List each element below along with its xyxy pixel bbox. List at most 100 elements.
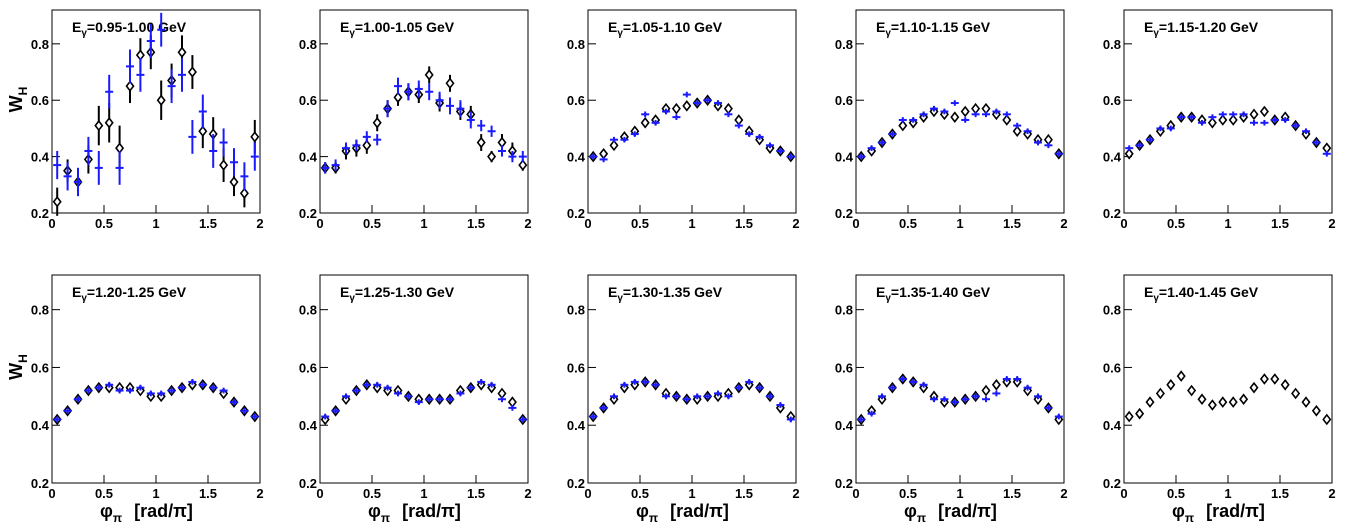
x-tick-label: 2 <box>256 486 263 501</box>
y-axis-label: WH <box>6 87 30 113</box>
y-tick-label: 0.2 <box>31 206 49 221</box>
point <box>372 116 382 129</box>
title-subscript: γ <box>617 28 623 39</box>
point <box>682 100 692 112</box>
x-tick-label: 0 <box>316 216 323 231</box>
xlabel-symbol: φ <box>368 501 381 521</box>
point <box>1135 407 1145 420</box>
xlabel-subscript: π <box>113 511 122 525</box>
xlabel-symbol: φ <box>636 501 649 521</box>
x-tick-label: 1 <box>152 216 159 231</box>
panel: 0.2 0.4 0.6 0.8 0 0.5 1 1.5 2 Eγ=1.30-1.35 GeV φπ [… <box>567 274 800 525</box>
panel: 0.20.40.60.80 0.5 1 1.5 2Eγ=1.20-1.25 GeVWHφ… <box>6 274 264 525</box>
plot-frame <box>1123 9 1333 214</box>
x-tick-label: 1 <box>956 486 963 501</box>
panel-title: Eγ=1.00-1.05 GeV <box>340 19 455 39</box>
point <box>1012 125 1022 138</box>
xlabel-symbol: φ <box>1172 501 1185 521</box>
point <box>156 94 166 107</box>
point <box>125 80 135 92</box>
x-tick-label: 2 <box>1060 216 1067 231</box>
plot-frame <box>319 274 529 484</box>
ylabel-symbol: W <box>6 363 26 380</box>
y-tick-label: 0.4 <box>1103 150 1122 165</box>
y-tick-label: 0.2 <box>567 476 585 491</box>
x-tick-label: 2 <box>1328 216 1335 231</box>
plot-frame <box>587 9 797 214</box>
xlabel-subscript: π <box>649 511 658 525</box>
point <box>445 77 455 90</box>
x-tick-label: 1 <box>152 486 159 501</box>
panel: 0.2 0.4 0.6 0.8 0 0.5 1 1.5 2 Eγ=1.15-1.20 GeV <box>1103 9 1336 231</box>
x-tick-label: 2 <box>1060 486 1067 501</box>
point <box>1218 396 1228 408</box>
ylabel-symbol: W <box>6 95 26 112</box>
y-tick-label: 0.6 <box>1103 360 1121 375</box>
title-symbol: E <box>72 19 81 35</box>
x-tick-label: 1 <box>688 486 695 501</box>
y-tick-label: 0.8 <box>567 303 585 318</box>
point <box>476 136 486 149</box>
title-range: =1.35-1.40 GeV <box>891 284 991 300</box>
plot-frame <box>855 9 1065 214</box>
x-tick-label: 0.5 <box>631 486 649 501</box>
x-tick-label: 1.5 <box>199 486 217 501</box>
xlabel-symbol: φ <box>904 501 917 521</box>
x-tick-label: 0.5 <box>95 486 113 501</box>
x-tick-label: 1.5 <box>1003 216 1021 231</box>
point <box>1301 396 1311 408</box>
title-range: =1.05-1.10 GeV <box>623 19 723 35</box>
y-tick-label: 0.8 <box>31 303 49 318</box>
point <box>239 187 249 200</box>
point <box>1259 105 1269 118</box>
panel: 0.2 0.4 0.6 0.8 0 0.5 1 1.5 2 Eγ=1.40-1.45 GeV φπ [… <box>1103 274 1336 525</box>
x-tick-label: 2 <box>792 216 799 231</box>
y-tick-label: 0.8 <box>1103 37 1121 52</box>
point <box>960 105 970 118</box>
y-axis-label: WH <box>6 354 30 380</box>
panel-title: Eγ=1.20-1.25 GeV <box>72 284 187 304</box>
x-tick-label: 1 <box>420 216 427 231</box>
point <box>424 69 434 81</box>
title-range: =0.95-1.00 GeV <box>87 19 187 35</box>
xlabel-unit: [rad/π] <box>938 501 997 521</box>
title-symbol: E <box>72 284 81 300</box>
panel: 0.2 0.4 0.6 0.8 0 0.5 1 1.5 2 Eγ=1.00-1.05 GeV <box>299 9 532 231</box>
panel-title: Eγ=1.30-1.35 GeV <box>608 284 723 304</box>
panel-title: Eγ=0.95-1.00 GeV <box>72 19 187 39</box>
y-tick-label: 0.4 <box>567 418 586 433</box>
point <box>1218 114 1228 126</box>
point <box>518 159 528 171</box>
x-tick-label: 1.5 <box>199 216 217 231</box>
point <box>393 91 403 104</box>
xlabel-unit: [rad/π] <box>402 501 461 521</box>
title-range: =1.40-1.45 GeV <box>1159 284 1259 300</box>
y-tick-label: 0.8 <box>835 303 853 318</box>
point <box>1259 373 1269 385</box>
plot-frame <box>319 9 529 214</box>
point <box>198 125 208 138</box>
xlabel-subscript: π <box>381 511 390 525</box>
x-tick-label: 2 <box>524 486 531 501</box>
x-tick-label: 1 <box>688 216 695 231</box>
x-tick-label: 0.5 <box>363 486 381 501</box>
point <box>991 378 1001 391</box>
y-tick-label: 0.6 <box>31 360 49 375</box>
point <box>1124 410 1134 423</box>
plot-frame <box>855 274 1065 484</box>
point <box>1207 399 1217 411</box>
y-tick-label: 0.2 <box>567 206 585 221</box>
point <box>981 384 991 397</box>
title-subscript: γ <box>349 293 355 304</box>
x-tick-label: 0 <box>852 216 859 231</box>
y-tick-label: 0.6 <box>1103 93 1121 108</box>
x-tick-label: 1.5 <box>1271 486 1289 501</box>
x-tick-label: 1.5 <box>467 216 485 231</box>
y-tick-label: 0.2 <box>835 476 853 491</box>
point <box>487 150 497 163</box>
y-tick-label: 0.8 <box>299 303 317 318</box>
x-tick-label: 0 <box>48 486 55 501</box>
panel-title: Eγ=1.05-1.10 GeV <box>608 19 723 39</box>
y-tick-label: 0.6 <box>835 93 853 108</box>
xlabel-subscript: π <box>917 511 926 525</box>
